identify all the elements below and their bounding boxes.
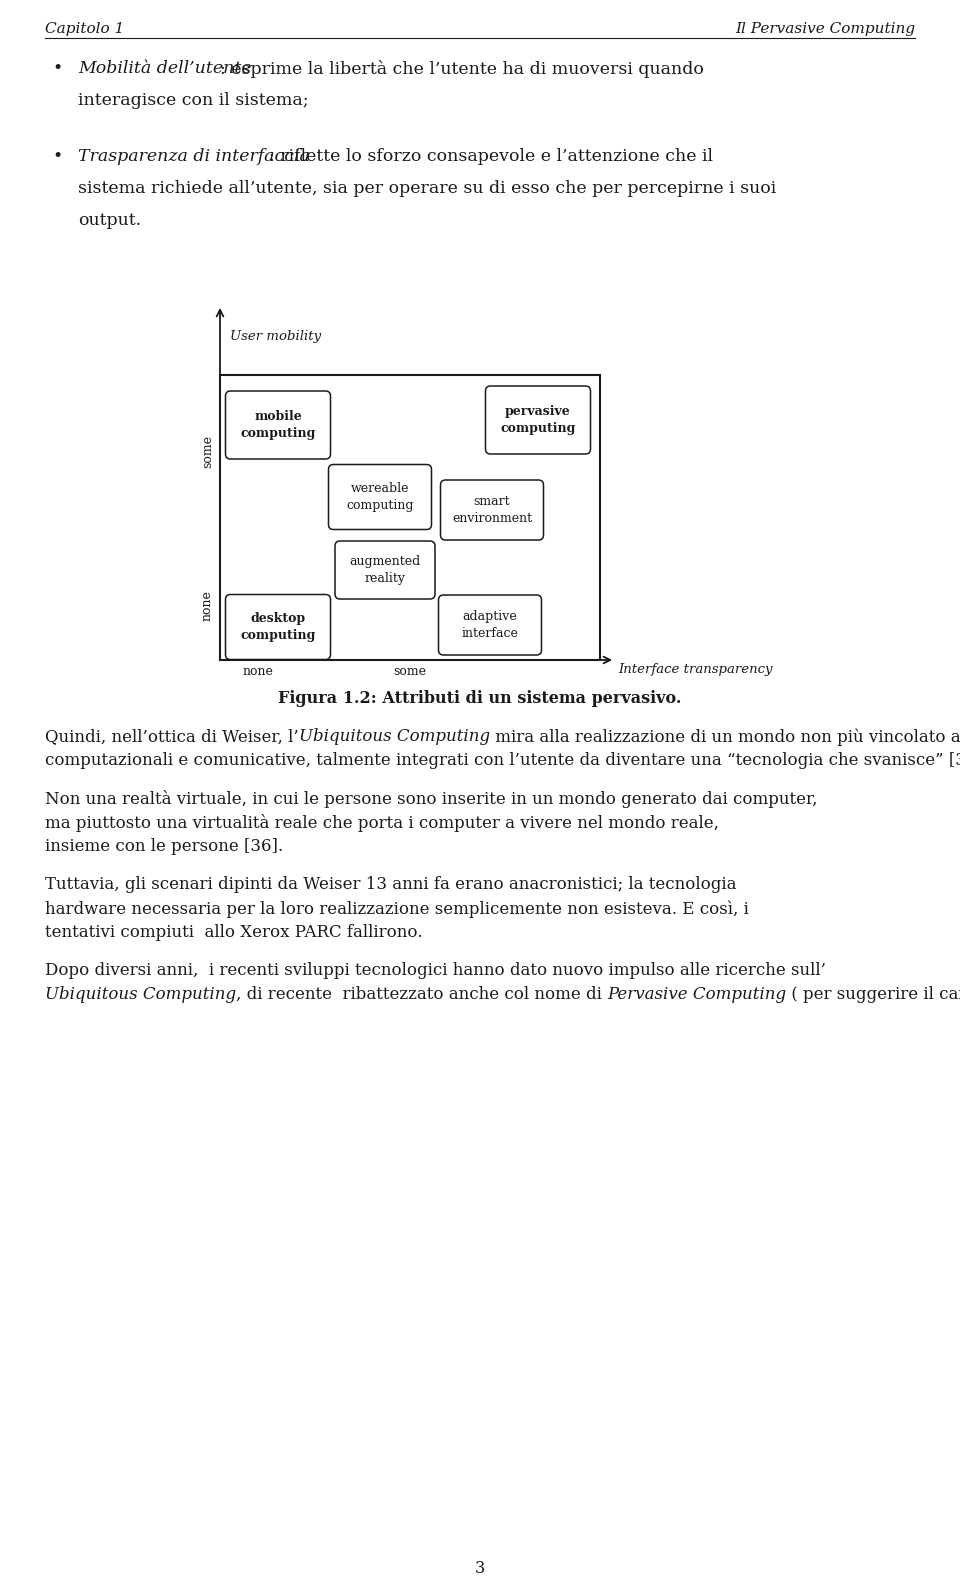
Text: wereable
computing: wereable computing xyxy=(347,482,414,512)
Text: Mobilità dell’utente: Mobilità dell’utente xyxy=(78,60,252,78)
Text: ( per suggerire il carattere pervasivo con cui l’“intelligenza: ( per suggerire il carattere pervasivo c… xyxy=(786,985,960,1003)
FancyBboxPatch shape xyxy=(226,391,330,459)
Text: smart
environment: smart environment xyxy=(452,494,532,524)
Text: User mobility: User mobility xyxy=(230,329,322,344)
Text: adaptive
interface: adaptive interface xyxy=(462,610,518,640)
Text: mira alla realizzazione di un mondo non più vincolato alle scrivanie, ma compost: mira alla realizzazione di un mondo non … xyxy=(490,729,960,746)
Text: augmented
reality: augmented reality xyxy=(349,554,420,584)
Text: hardware necessaria per la loro realizzazione semplicemente non esisteva. E così: hardware necessaria per la loro realizza… xyxy=(45,900,749,917)
Text: insieme con le persone [36].: insieme con le persone [36]. xyxy=(45,838,283,855)
Text: •: • xyxy=(52,60,62,78)
Text: computazionali e comunicative, talmente integrati con l’utente da diventare una : computazionali e comunicative, talmente … xyxy=(45,752,960,768)
Text: output.: output. xyxy=(78,212,141,230)
Text: mobile
computing: mobile computing xyxy=(240,410,316,440)
FancyBboxPatch shape xyxy=(226,594,330,659)
Text: sistema richiede all’utente, sia per operare su di esso che per percepirne i suo: sistema richiede all’utente, sia per ope… xyxy=(78,181,777,196)
Text: tentativi compiuti  allo Xerox PARC fallirono.: tentativi compiuti allo Xerox PARC falli… xyxy=(45,923,422,941)
FancyBboxPatch shape xyxy=(335,542,435,599)
Text: , di recente  ribattezzato anche col nome di: , di recente ribattezzato anche col nome… xyxy=(236,985,608,1003)
Text: Non una realtà virtuale, in cui le persone sono inserite in un mondo generato da: Non una realtà virtuale, in cui le perso… xyxy=(45,790,818,808)
Text: Il Pervasive Computing: Il Pervasive Computing xyxy=(734,22,915,36)
Text: Trasparenza di interfaccia: Trasparenza di interfaccia xyxy=(78,147,310,165)
Bar xyxy=(220,375,600,661)
Text: none: none xyxy=(243,665,274,678)
Text: 3: 3 xyxy=(475,1560,485,1578)
Text: : riflette lo sforzo consapevole e l’attenzione che il: : riflette lo sforzo consapevole e l’att… xyxy=(269,147,713,165)
Text: desktop
computing: desktop computing xyxy=(240,611,316,642)
Text: : esprime la libertà che l’utente ha di muoversi quando: : esprime la libertà che l’utente ha di … xyxy=(220,60,704,78)
Text: Pervasive Computing: Pervasive Computing xyxy=(608,985,786,1003)
Text: ma piuttosto una virtualità reale che porta i computer a vivere nel mondo reale,: ma piuttosto una virtualità reale che po… xyxy=(45,814,719,832)
FancyBboxPatch shape xyxy=(328,464,431,529)
Text: pervasive
computing: pervasive computing xyxy=(500,406,576,436)
FancyBboxPatch shape xyxy=(439,596,541,656)
Text: some: some xyxy=(394,665,426,678)
Text: Tuttavia, gli scenari dipinti da Weiser 13 anni fa erano anacronistici; la tecno: Tuttavia, gli scenari dipinti da Weiser … xyxy=(45,876,736,893)
Text: interagisce con il sistema;: interagisce con il sistema; xyxy=(78,92,308,109)
Text: Dopo diversi anni,  i recenti sviluppi tecnologici hanno dato nuovo impulso alle: Dopo diversi anni, i recenti sviluppi te… xyxy=(45,961,826,979)
Text: some: some xyxy=(201,436,214,469)
Text: Capitolo 1: Capitolo 1 xyxy=(45,22,124,36)
Text: none: none xyxy=(201,591,214,621)
Text: •: • xyxy=(52,147,62,165)
FancyBboxPatch shape xyxy=(441,480,543,540)
Text: Figura 1.2: Attributi di un sistema pervasivo.: Figura 1.2: Attributi di un sistema perv… xyxy=(278,691,682,706)
FancyBboxPatch shape xyxy=(486,386,590,455)
Text: Ubiquitous Computing: Ubiquitous Computing xyxy=(299,729,490,744)
Text: Quindi, nell’ottica di Weiser, l’: Quindi, nell’ottica di Weiser, l’ xyxy=(45,729,299,744)
Text: Ubiquitous Computing: Ubiquitous Computing xyxy=(45,985,236,1003)
Text: Interface transparency: Interface transparency xyxy=(618,664,773,676)
